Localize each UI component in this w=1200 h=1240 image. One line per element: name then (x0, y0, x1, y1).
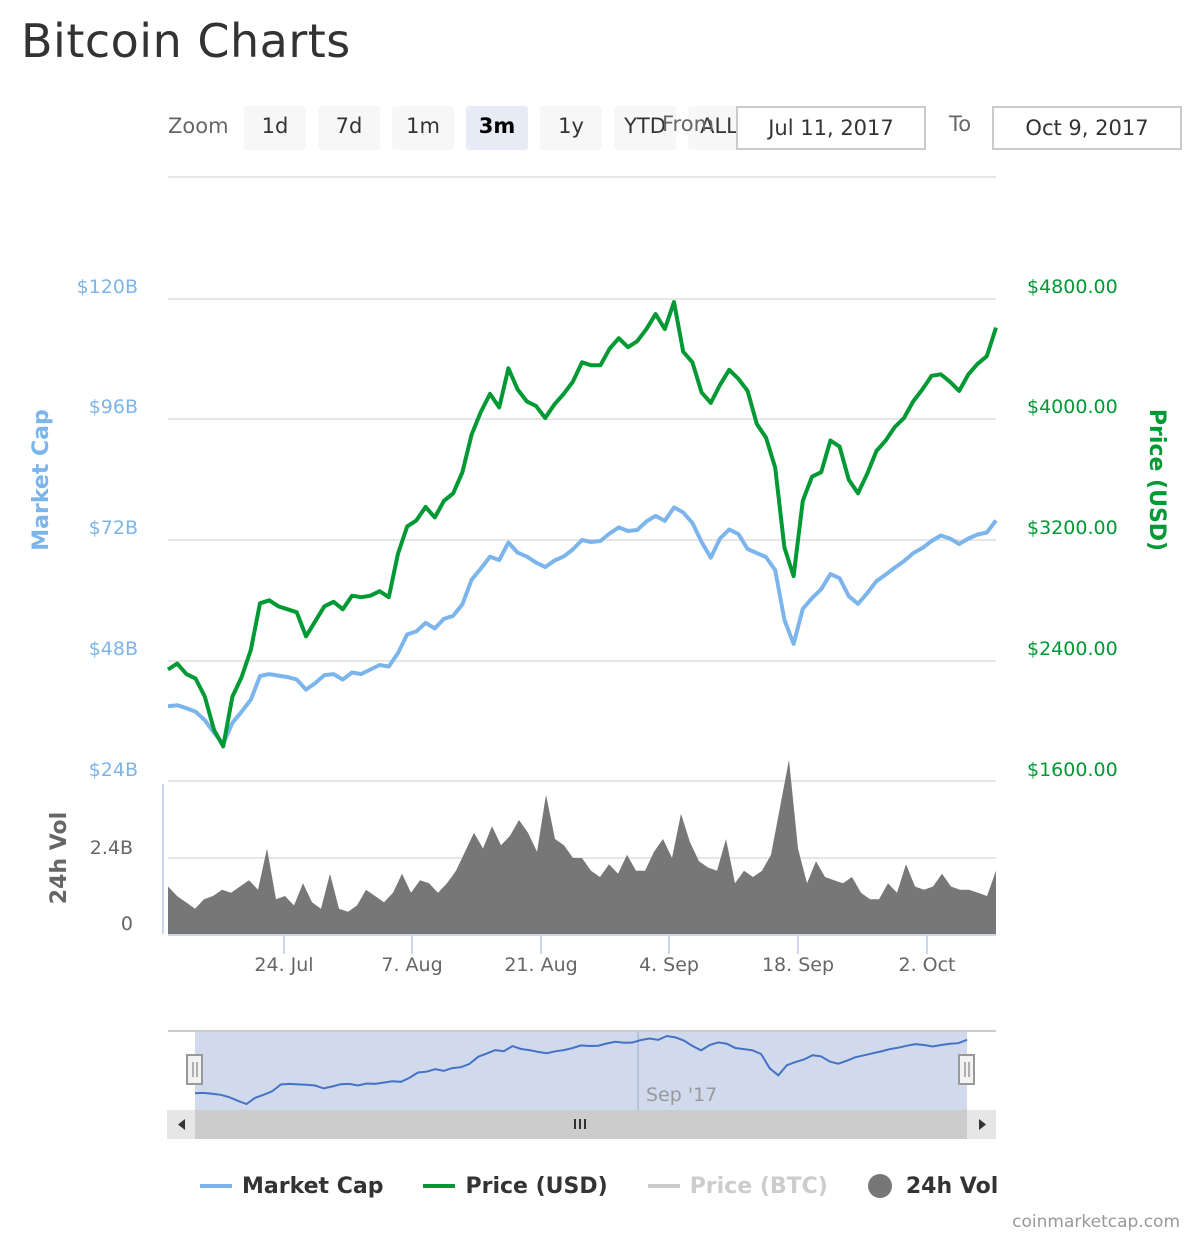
navigator-handle-right[interactable] (958, 1054, 975, 1085)
price-usd-line[interactable] (166, 300, 998, 749)
price-tick: $3200.00 (1027, 517, 1118, 539)
x-tick-label: 24. Jul (254, 954, 313, 976)
price-tick: $4800.00 (1027, 276, 1118, 298)
page-title: Bitcoin Charts (21, 14, 351, 68)
legend-dot-icon (867, 1174, 892, 1198)
legend-label: Price (USD) (465, 1173, 608, 1199)
legend-label: Price (BTC) (689, 1173, 828, 1199)
chart-legend: Market Cap Price (USD) Price (BTC) 24h V… (200, 1168, 998, 1204)
legend-label: 24h Vol (905, 1173, 999, 1199)
market-cap-tick: $120B (77, 276, 138, 298)
navigator-selection[interactable] (195, 1032, 967, 1110)
range-button-7d[interactable]: 7d (318, 106, 380, 150)
to-label: To (949, 112, 972, 136)
volume-area[interactable] (168, 759, 996, 934)
x-axis-labels: 24. Jul 7. Aug 21. Aug 4. Sep 18. Sep 2.… (254, 954, 955, 976)
x-tick-label: 18. Sep (762, 954, 834, 976)
arrow-right-icon (979, 1119, 986, 1130)
navigator[interactable]: Sep '17 (168, 1030, 996, 1110)
range-button-1d[interactable]: 1d (244, 106, 306, 150)
market-cap-tick: $48B (89, 638, 138, 660)
volume-axis-title: 24h Vol (47, 812, 72, 904)
market-cap-axis-title: Market Cap (29, 409, 54, 550)
market-cap-line[interactable] (167, 505, 998, 746)
legend-line-icon (200, 1184, 232, 1188)
range-button-1m[interactable]: 1m (392, 106, 454, 150)
arrow-left-icon (178, 1119, 185, 1130)
x-tick-label: 2. Oct (898, 954, 955, 976)
volume-tick: 2.4B (90, 837, 133, 859)
legend-item-price-btc[interactable]: Price (BTC) (647, 1173, 828, 1199)
price-usd-axis: $4800.00 $4000.00 $3200.00 $2400.00 $160… (1027, 276, 1118, 781)
legend-item-volume[interactable]: 24h Vol (867, 1173, 999, 1199)
navigator-label: Sep '17 (646, 1084, 717, 1106)
volume-tick: 0 (121, 913, 133, 935)
price-tick: $4000.00 (1027, 396, 1118, 418)
main-gridlines (168, 176, 996, 782)
navigator-line (194, 1034, 968, 1106)
credits-link[interactable]: coinmarketcap.com (1012, 1212, 1180, 1232)
scrollbar[interactable] (167, 1110, 996, 1139)
x-tick-label: 4. Sep (639, 954, 699, 976)
zoom-label: Zoom (168, 114, 229, 138)
legend-item-price-usd[interactable]: Price (USD) (423, 1173, 608, 1199)
market-cap-tick: $24B (89, 759, 138, 781)
range-button-1y[interactable]: 1y (540, 106, 602, 150)
price-tick: $1600.00 (1027, 759, 1118, 781)
price-tick: $2400.00 (1027, 638, 1118, 660)
from-date-input[interactable] (736, 106, 926, 150)
from-label: From (662, 112, 715, 136)
x-tick-label: 21. Aug (504, 954, 577, 976)
market-cap-axis: $120B $96B $72B $48B $24B (77, 276, 138, 781)
market-cap-tick: $96B (89, 396, 138, 418)
range-button-ytd[interactable]: YTD (614, 106, 676, 150)
volume-axis: 2.4B 0 (90, 837, 133, 935)
scrollbar-grip-icon (574, 1119, 586, 1129)
navigator-handle-left[interactable] (186, 1054, 203, 1085)
legend-item-market-cap[interactable]: Market Cap (200, 1174, 383, 1199)
range-button-3m[interactable]: 3m (466, 106, 528, 150)
price-axis-title: Price (USD) (1144, 409, 1169, 551)
legend-label: Market Cap (242, 1173, 384, 1199)
x-tick-label: 7. Aug (381, 954, 442, 976)
to-date-input[interactable] (992, 106, 1182, 150)
x-axis-ticks (283, 935, 928, 954)
legend-line-icon (423, 1184, 456, 1188)
legend-line-icon (647, 1184, 680, 1188)
market-cap-tick: $72B (89, 517, 138, 539)
